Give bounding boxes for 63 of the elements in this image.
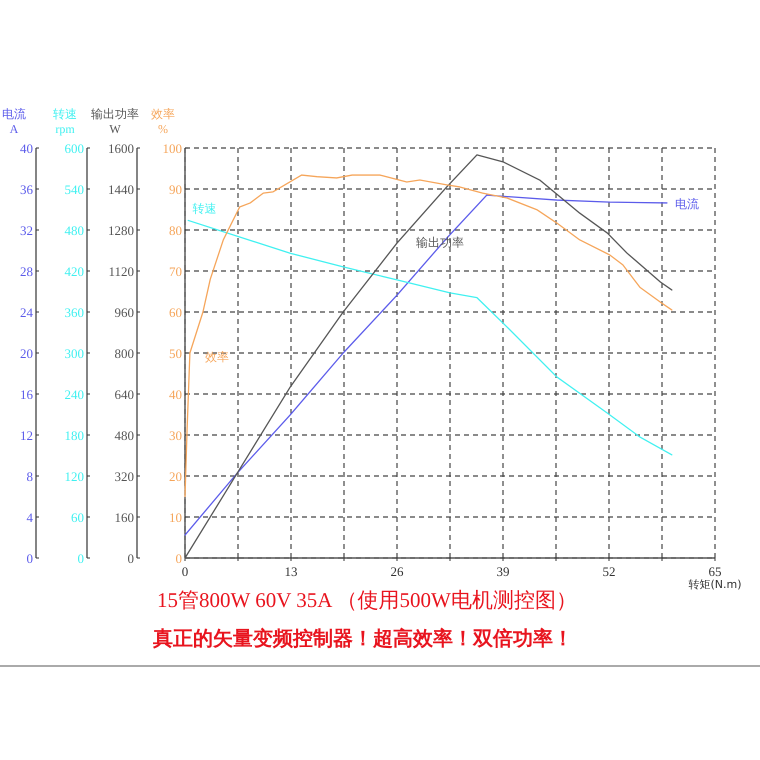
series-label: 转速 — [192, 201, 216, 216]
text: 16 — [20, 387, 34, 402]
y3-tick-label: 180 — [64, 428, 84, 443]
y3-tick-label: 240 — [64, 387, 84, 402]
y-tick-label: 20 — [169, 469, 182, 484]
y2-tick-label: 1440 — [108, 182, 134, 197]
line-series — [188, 220, 672, 456]
y-tick-label: 90 — [169, 182, 182, 197]
text: 36 — [20, 182, 34, 197]
y-tick-label: 80 — [169, 223, 182, 238]
y2-tick-label: 1600 — [108, 141, 134, 156]
text: 24 — [20, 305, 34, 320]
y2-tick-label: 800 — [114, 346, 134, 361]
y-tick-label: 50 — [169, 346, 182, 361]
text: 20 — [20, 346, 33, 361]
y-tick-label: 60 — [169, 305, 182, 320]
text: 28 — [20, 264, 33, 279]
y2-axis-title: 输出功率 W — [91, 107, 139, 136]
y-tick-label: 10 — [169, 510, 182, 525]
text: 真正的矢量变频控制器！超高效率！双倍功率！ — [152, 626, 573, 650]
x-tick-label: 52 — [602, 564, 616, 579]
text: 40 — [20, 141, 33, 156]
y2-tick-label: 160 — [114, 510, 134, 525]
y-tick-label: 100 — [162, 141, 182, 156]
y-tick-label: 0 — [176, 551, 182, 566]
y3-tick-label: 300 — [64, 346, 84, 361]
text: 4 — [26, 510, 34, 525]
text: 电流 A — [2, 107, 26, 136]
y-tick-label: 40 — [169, 387, 182, 402]
y3-tick-label: 480 — [64, 223, 84, 238]
y2-tick-label: 1280 — [108, 223, 134, 238]
y3-tick-label: 420 — [64, 264, 84, 279]
y-axis-title: 效率 % — [151, 107, 175, 136]
y2-tick-label: 960 — [114, 305, 134, 320]
series-label: 电流 — [674, 196, 699, 211]
x-axis-title: 转矩(N.m) — [688, 578, 742, 591]
text: 8 — [26, 469, 33, 484]
x-tick-label: 65 — [708, 564, 722, 579]
text: 15管800W 60V 35A （使用500W电机测控图） — [157, 588, 577, 612]
y3-tick-label: 540 — [64, 182, 84, 197]
y3-tick-label: 60 — [71, 510, 84, 525]
x-tick-label: 39 — [496, 564, 510, 579]
text: 12 — [20, 428, 33, 443]
y3-tick-label: 600 — [64, 141, 84, 156]
series-label: 效率 — [205, 350, 229, 364]
y-tick-label: 70 — [169, 264, 182, 279]
text: 0 — [26, 551, 33, 566]
line-series — [184, 174, 672, 498]
y2-tick-label: 640 — [114, 387, 134, 402]
y-tick-label: 30 — [169, 428, 182, 443]
line-series — [184, 154, 672, 559]
y3-tick-label: 120 — [64, 469, 84, 484]
y2-tick-label: 480 — [114, 428, 134, 443]
y3-axis-title: 转速 rpm — [53, 107, 77, 136]
y3-tick-label: 0 — [78, 551, 84, 566]
y3-tick-label: 360 — [64, 305, 84, 320]
y2-tick-label: 320 — [114, 469, 134, 484]
x-tick-label: 26 — [390, 564, 404, 579]
line-series — [184, 194, 668, 536]
y2-tick-label: 0 — [128, 551, 134, 566]
x-tick-label: 13 — [284, 564, 298, 579]
y2-tick-label: 1120 — [108, 264, 134, 279]
text: 32 — [20, 223, 33, 238]
